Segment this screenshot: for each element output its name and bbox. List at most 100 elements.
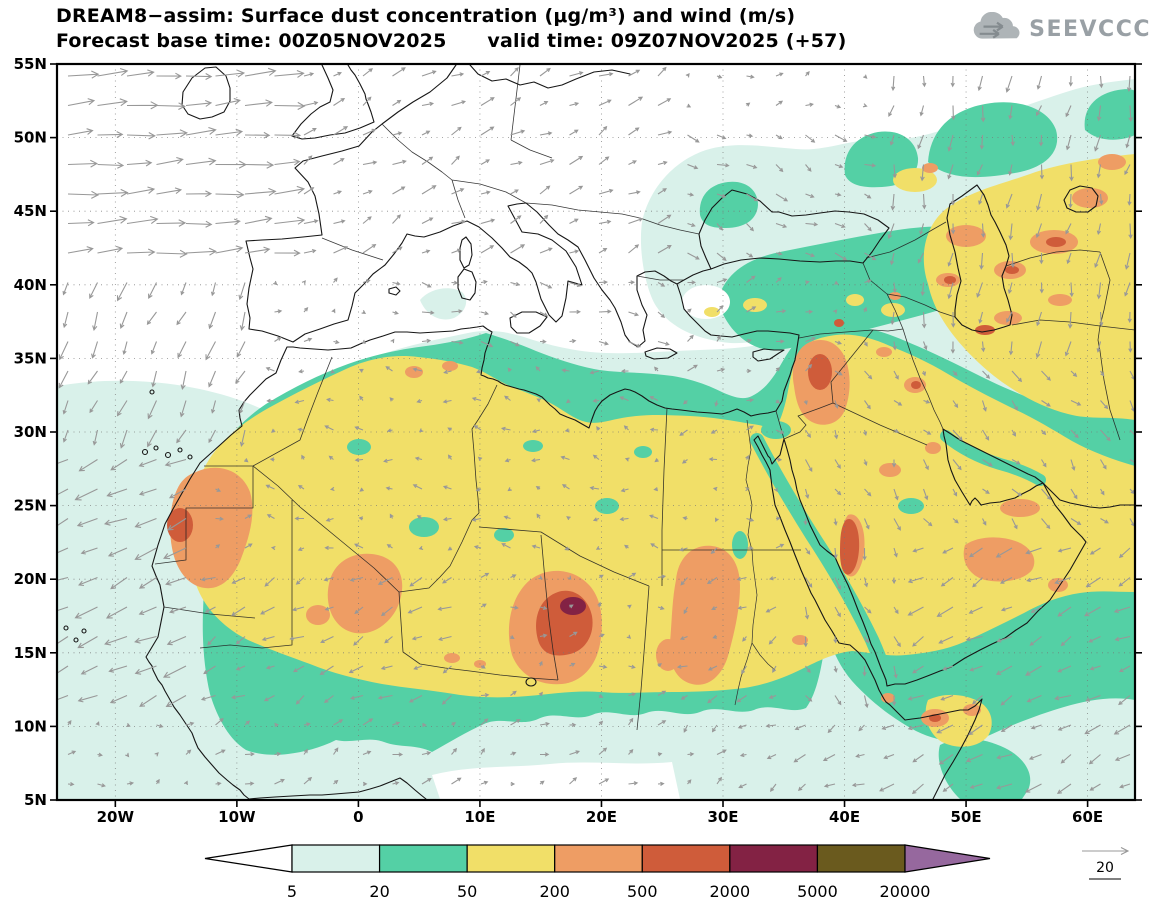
wind-arrows xyxy=(712,486,718,492)
wind-arrows xyxy=(392,186,406,195)
wind-arrows xyxy=(569,281,582,288)
wind-arrows xyxy=(911,783,924,795)
wind-arrows xyxy=(1036,105,1042,117)
wind-arrows xyxy=(156,723,164,728)
wind-arrows xyxy=(952,518,959,524)
coast-arabia-redsea xyxy=(753,428,1135,800)
wind-arrows xyxy=(968,724,983,736)
wind-arrows xyxy=(1124,164,1131,176)
wind-arrows xyxy=(539,247,553,254)
wind-arrows xyxy=(649,396,659,401)
wind-arrows xyxy=(126,159,153,167)
wind-arrows xyxy=(539,752,550,757)
wind-arrows xyxy=(657,752,663,757)
wind-arrows xyxy=(208,429,216,444)
dust-500-2000-cores xyxy=(911,381,921,389)
legend-cell xyxy=(466,844,556,873)
wind-arrows xyxy=(775,251,783,256)
wind-arrows xyxy=(628,572,637,578)
wind-arrows xyxy=(215,544,221,549)
wind-arrows xyxy=(834,429,839,440)
wind-arrows xyxy=(418,428,424,433)
wind-arrows xyxy=(653,487,659,492)
wind-arrows xyxy=(716,193,727,198)
wind-arrows xyxy=(215,781,222,786)
wind-arrows xyxy=(589,370,600,375)
lon-axis-label: 20W xyxy=(97,808,135,826)
coast-baltic xyxy=(469,64,631,89)
wind-arrows xyxy=(303,337,313,343)
wind-arrows xyxy=(1065,223,1072,235)
wind-arrows xyxy=(362,279,371,284)
wind-arrows xyxy=(921,370,927,377)
wind-arrows xyxy=(480,71,491,77)
wind-arrows xyxy=(106,488,128,498)
wind-arrows xyxy=(598,747,608,755)
wind-arrows xyxy=(324,545,334,550)
wind-arrows xyxy=(687,779,692,785)
wind-arrows xyxy=(569,218,579,224)
wind-arrows xyxy=(1127,311,1132,324)
wind-arrows xyxy=(805,459,813,473)
wind-arrows xyxy=(156,156,184,166)
wind-arrows xyxy=(57,66,1135,795)
logo-text: SEEVCCC xyxy=(1029,16,1151,42)
wind-arrows xyxy=(442,665,452,674)
wind-arrows xyxy=(480,664,486,669)
wind-arrows xyxy=(77,636,98,649)
coast-small-islands xyxy=(141,448,149,456)
wind-arrows xyxy=(303,72,315,77)
wind-arrows xyxy=(510,719,521,726)
wind-arrows xyxy=(862,666,867,677)
wind-arrows xyxy=(67,750,77,756)
wind-arrows xyxy=(746,517,755,522)
wind-arrows xyxy=(892,341,897,351)
wind-arrows xyxy=(716,134,727,140)
legend-tick-label: 200 xyxy=(539,882,570,901)
lat-axis-label: 40N xyxy=(14,276,47,294)
wind-arrows xyxy=(180,370,187,390)
wind-arrows xyxy=(855,753,865,758)
wind-arrows xyxy=(333,126,349,136)
dust-red-sea-band xyxy=(750,433,896,695)
wind-arrows xyxy=(834,163,844,169)
wind-arrows xyxy=(1011,400,1018,411)
wind-arrows xyxy=(716,74,723,79)
wind-arrows xyxy=(598,309,612,314)
wind-arrows xyxy=(1067,311,1073,329)
wind-arrows xyxy=(67,720,72,726)
coast-small-islands xyxy=(73,637,79,643)
wind-arrows xyxy=(67,70,100,79)
wind-arrows xyxy=(891,75,896,92)
wind-arrows xyxy=(362,718,374,726)
wind-arrows xyxy=(942,547,954,554)
wind-arrows xyxy=(303,219,319,225)
wind-arrows xyxy=(687,334,694,342)
wind-arrows xyxy=(892,164,897,179)
wind-arrows xyxy=(863,577,869,588)
wind-arrows xyxy=(294,399,305,404)
wind-arrows xyxy=(244,246,271,254)
wind-arrows xyxy=(411,635,423,641)
wind-arrows xyxy=(362,160,378,166)
wind-arrows xyxy=(239,429,246,447)
wind-arrows xyxy=(922,193,927,210)
wind-arrows xyxy=(598,280,608,285)
wind-arrows xyxy=(274,185,306,195)
wind-arrows xyxy=(451,777,462,785)
wind-arrows xyxy=(447,454,452,460)
wind-arrows xyxy=(834,400,839,409)
wind-arrows xyxy=(413,665,423,670)
wind-arrows xyxy=(708,457,718,462)
wind-arrows xyxy=(685,72,690,78)
wind-arrows xyxy=(333,71,342,77)
wind-arrows xyxy=(538,660,543,667)
wind-arrows xyxy=(711,724,718,733)
wind-arrows xyxy=(834,340,843,345)
wind-arrows xyxy=(907,606,924,616)
dust-200-500-patches xyxy=(963,704,981,716)
wind-arrows xyxy=(385,486,393,491)
wind-arrows xyxy=(126,186,156,195)
wind-arrows xyxy=(510,67,519,77)
wind-arrows xyxy=(1084,606,1101,617)
